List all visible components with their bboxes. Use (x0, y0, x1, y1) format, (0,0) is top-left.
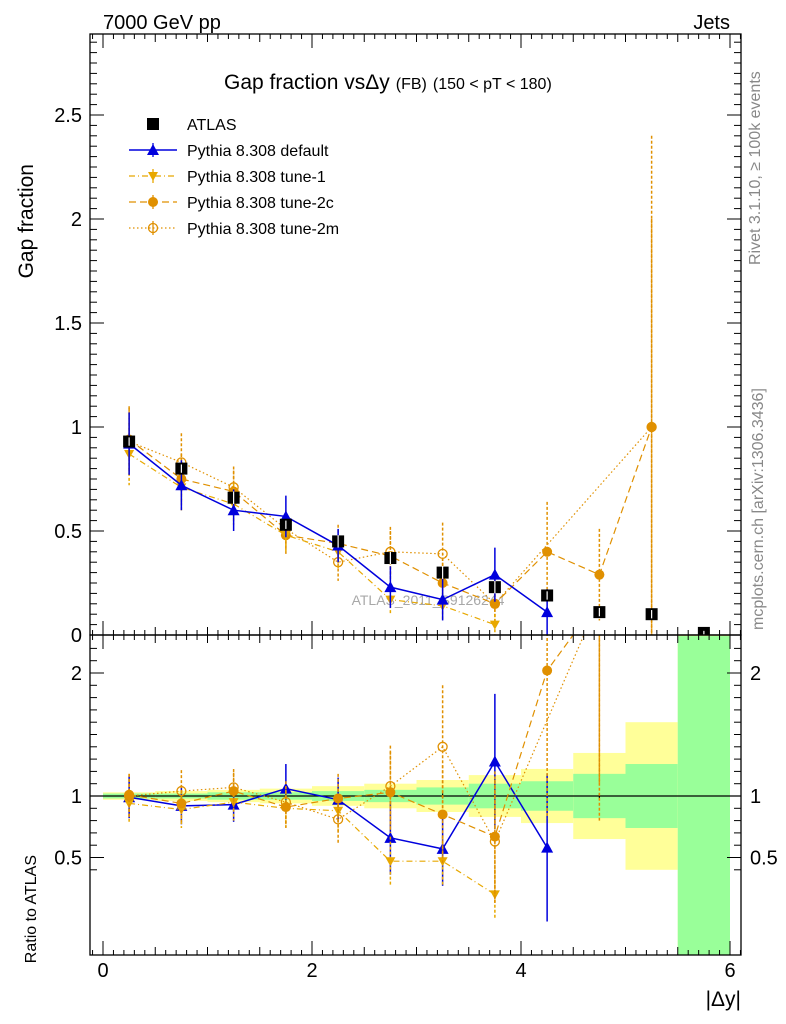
ratio-y-tick-label-2: 2 (71, 663, 82, 685)
main-mc-marker-3-8 (541, 606, 554, 618)
main-y-tick-label-3: 1.5 (54, 313, 82, 335)
legend-marker-3 (148, 197, 158, 207)
title-fb: (FB) (396, 76, 427, 93)
analysis-watermark: ATLAS_2011_S9126244 (352, 592, 505, 608)
ratio-y-tick-label-right-0: 0.5 (750, 848, 778, 870)
ratio-panel (90, 635, 741, 955)
mcplots-label: mcplots.cern.ch [arXiv:1306.3436] (750, 388, 767, 630)
legend-label-2: Pythia 8.308 tune-1 (187, 169, 326, 186)
main-mc-marker-1-7 (489, 598, 500, 609)
atlas-data (123, 435, 710, 635)
main-y-tick-label-0: 0 (71, 625, 82, 647)
ratio-y-tick-label-right-1: 1 (750, 786, 761, 808)
x-tick-label-1: 2 (306, 960, 317, 982)
main-mc-marker-3-5 (384, 581, 397, 593)
header-left: 7000 GeV pp (103, 12, 221, 34)
ratio-y-axis-title: Ratio to ATLAS (23, 855, 40, 963)
ratio-y-tick-label-0: 0.5 (54, 848, 82, 870)
main-mc-marker-3-6 (436, 593, 449, 605)
ratio-marker-0-7 (488, 755, 501, 767)
main-y-tick-label-1: 0.5 (54, 521, 82, 543)
axes: 0 2 4 6 0 0.5 1 1.5 2 2.5 0.5 0.5 1 1 2 2 (54, 33, 778, 982)
main-mc-marker-3-2 (227, 504, 240, 516)
x-axis-title: |Δy| (706, 988, 741, 1011)
legend: ATLAS Pythia 8.308 default Pythia 8.308 tu… (129, 117, 339, 238)
main-y-tick-label-2: 1 (71, 417, 82, 439)
ratio-marker-3-4 (332, 814, 344, 825)
ratio-marker-3-3 (280, 797, 292, 808)
ratio-marker-2-8 (542, 665, 553, 676)
main-y-axis-title: Gap fraction (15, 164, 38, 278)
ratio-marker-3-2 (228, 782, 239, 793)
legend-marker-2 (148, 172, 158, 181)
main-mc-marker-1-9 (594, 569, 605, 580)
main-mc-marker-3-1 (175, 479, 188, 491)
ratio-marker-3-7 (489, 836, 501, 847)
ratio-marker-1-7 (489, 890, 500, 900)
x-tick-label-0: 0 (97, 960, 108, 982)
main-mc-line-3 (128, 443, 548, 613)
main-y-tick-label-4: 2 (71, 209, 82, 231)
ratio-marker-3-1 (176, 785, 187, 797)
svg-text:Gap fraction vsΔy(FB)(150 < pT: Gap fraction vsΔy (FB) (150 < pT < 180) (224, 71, 552, 94)
ratio-marker-3-0 (123, 790, 135, 802)
ratio-frame (89, 634, 742, 956)
title-main: Gap fraction vs (224, 71, 365, 94)
main-plot-title: Gap fraction vsΔy (FB) (150 < pT < 180) (224, 71, 552, 94)
ratio-marker-2-4 (333, 793, 344, 804)
ratio-y-tick-label-1: 1 (71, 786, 82, 808)
legend-label-1: Pythia 8.308 default (187, 143, 329, 160)
ratio-line-1 (129, 801, 496, 895)
legend-marker-4 (147, 222, 159, 234)
x-tick-label-3: 6 (724, 960, 735, 982)
ratio-series-3 (123, 635, 601, 904)
rivet-version-label: Rivet 3.1.10, ≥ 100k events (747, 71, 764, 265)
main-mc-marker-2-7 (489, 620, 500, 630)
ratio-marker-0-8 (541, 841, 554, 853)
ratio-marker-3-6 (437, 741, 448, 752)
main-y-tick-label-5: 2.5 (54, 105, 82, 127)
legend-label-3: Pythia 8.308 tune-2c (187, 195, 334, 212)
main-mc-marker-1-10 (646, 422, 657, 432)
x-tick-label-2: 4 (515, 960, 526, 982)
legend-label-0: ATLAS (187, 117, 237, 134)
ratio-marker-2-6 (437, 809, 448, 820)
ratio-marker-1-5 (385, 857, 396, 867)
main-mc-marker-3-3 (279, 510, 292, 522)
ratio-y-tick-label-right-2: 2 (750, 663, 761, 685)
main-mc-line-1 (128, 426, 653, 605)
ratio-line-2 (129, 635, 574, 838)
title-symbol: Δy (365, 71, 390, 94)
main-panel (123, 135, 710, 635)
main-mc-marker-1-8 (542, 546, 553, 557)
main-mc-line-0 (128, 426, 653, 605)
legend-marker-0 (147, 118, 159, 130)
title-range: (150 < pT < 180) (433, 76, 552, 93)
legend-label-4: Pythia 8.308 tune-2m (187, 221, 339, 238)
legend-marker-1 (147, 144, 159, 155)
header-right: Jets (693, 12, 730, 34)
main-mc-line-2 (128, 453, 496, 626)
main-mc-marker-3-7 (488, 568, 501, 580)
ratio-marker-3-5 (385, 781, 396, 792)
ratio-marker-2-1 (176, 798, 187, 809)
